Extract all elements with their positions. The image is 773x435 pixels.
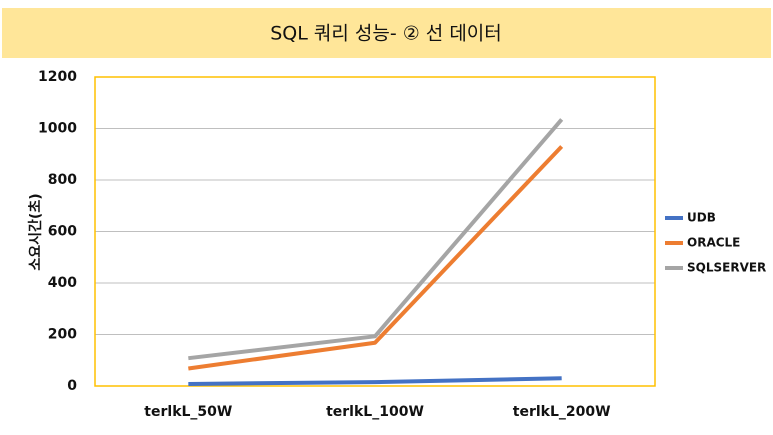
y-tick-label: 1200 — [38, 69, 77, 85]
series-line — [188, 118, 564, 361]
y-tick-label: 400 — [48, 275, 77, 291]
series-line — [188, 145, 564, 371]
y-tick-label: 200 — [48, 327, 77, 343]
plot-border — [94, 76, 656, 387]
y-tick-label: 800 — [48, 172, 77, 188]
x-tick-label: terlkL_50W — [144, 404, 232, 420]
legend-label: SQLSERVER — [687, 261, 766, 275]
x-tick-label: terlkL_100W — [326, 404, 424, 420]
series-line — [188, 376, 562, 386]
y-tick-label: 0 — [67, 378, 77, 394]
y-axis-label: 소요시간(초) — [27, 193, 44, 270]
y-tick-label: 600 — [48, 224, 77, 240]
legend-label: UDB — [687, 211, 716, 225]
title-bar — [2, 8, 771, 58]
x-tick-label: terlkL_200W — [513, 404, 611, 420]
chart-title: SQL 쿼리 성능- ② 선 데이터 — [270, 23, 502, 45]
legend-label: ORACLE — [687, 236, 740, 250]
y-tick-label: 1000 — [38, 121, 77, 137]
